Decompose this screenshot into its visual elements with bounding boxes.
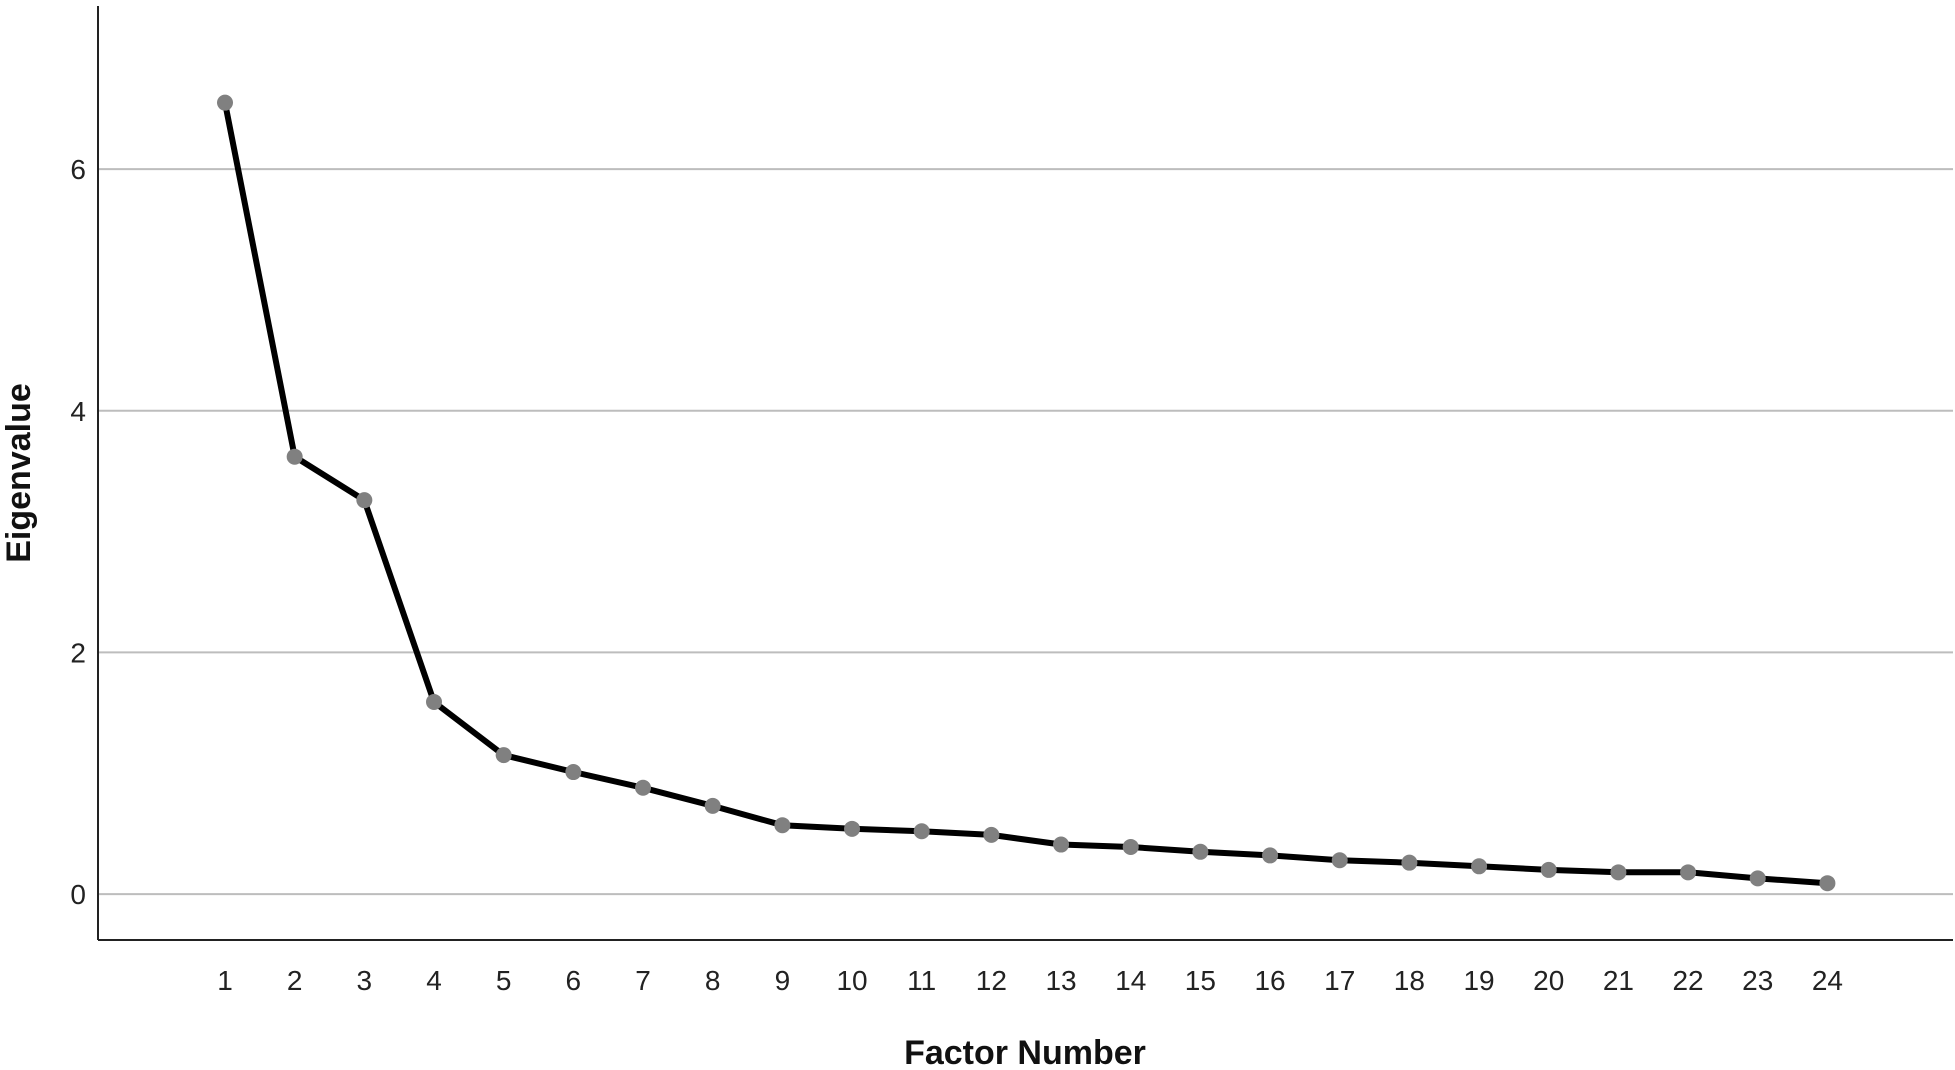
data-point bbox=[1471, 858, 1488, 875]
eigenvalue-points bbox=[217, 94, 1836, 892]
data-point bbox=[635, 779, 652, 796]
data-point bbox=[1192, 843, 1209, 860]
x-tick-labels: 1 2 3 4 5 6 7 8 9 10 11 12 13 14 15 16 17 18 19 20 21 22 23 24 bbox=[217, 965, 1843, 996]
data-point bbox=[1053, 836, 1070, 853]
x-tick-label: 15 bbox=[1185, 965, 1216, 996]
x-tick-label: 20 bbox=[1533, 965, 1564, 996]
y-tick-labels: 0 2 4 6 bbox=[70, 154, 86, 910]
x-tick-label: 2 bbox=[287, 965, 303, 996]
x-tick-label: 24 bbox=[1812, 965, 1843, 996]
data-point bbox=[983, 826, 1000, 843]
data-point bbox=[1401, 854, 1418, 871]
x-tick-label: 4 bbox=[426, 965, 442, 996]
x-tick-label: 5 bbox=[496, 965, 512, 996]
data-point bbox=[913, 823, 930, 840]
data-point bbox=[495, 747, 512, 764]
y-tick-label: 4 bbox=[70, 396, 86, 427]
data-point bbox=[1540, 861, 1557, 878]
x-tick-label: 12 bbox=[976, 965, 1007, 996]
data-point bbox=[1262, 847, 1279, 864]
x-tick-label: 23 bbox=[1742, 965, 1773, 996]
x-tick-label: 19 bbox=[1463, 965, 1494, 996]
x-tick-label: 6 bbox=[566, 965, 582, 996]
x-axis-title: Factor Number bbox=[904, 1034, 1146, 1070]
y-tick-label: 0 bbox=[70, 879, 86, 910]
x-tick-label: 11 bbox=[907, 965, 936, 996]
y-tick-label: 6 bbox=[70, 154, 86, 185]
data-point bbox=[1610, 864, 1627, 881]
data-point bbox=[704, 797, 721, 814]
data-point bbox=[1749, 870, 1766, 887]
data-point bbox=[565, 764, 582, 781]
x-tick-label: 13 bbox=[1045, 965, 1076, 996]
gridlines bbox=[98, 168, 1953, 896]
x-tick-label: 17 bbox=[1324, 965, 1355, 996]
data-point bbox=[356, 492, 373, 509]
x-tick-label: 1 bbox=[217, 965, 233, 996]
x-tick-label: 22 bbox=[1672, 965, 1703, 996]
data-point bbox=[844, 820, 861, 837]
x-tick-label: 16 bbox=[1254, 965, 1285, 996]
x-tick-label: 18 bbox=[1394, 965, 1425, 996]
data-point bbox=[426, 693, 443, 710]
eigenvalue-line bbox=[222, 99, 1831, 887]
data-point bbox=[1122, 838, 1139, 855]
data-point bbox=[774, 817, 791, 834]
data-point bbox=[1680, 864, 1697, 881]
x-tick-label: 9 bbox=[775, 965, 791, 996]
x-tick-label: 3 bbox=[357, 965, 373, 996]
y-tick-label: 2 bbox=[70, 637, 86, 668]
x-tick-label: 8 bbox=[705, 965, 721, 996]
data-point bbox=[1331, 852, 1348, 869]
data-point bbox=[217, 94, 233, 111]
x-tick-label: 14 bbox=[1115, 965, 1146, 996]
x-tick-label: 7 bbox=[635, 965, 651, 996]
data-point bbox=[286, 448, 303, 465]
data-point bbox=[1819, 875, 1836, 892]
y-axis-title: Eigenvalue bbox=[0, 383, 38, 563]
x-tick-label: 10 bbox=[836, 965, 867, 996]
x-tick-label: 21 bbox=[1603, 965, 1634, 996]
